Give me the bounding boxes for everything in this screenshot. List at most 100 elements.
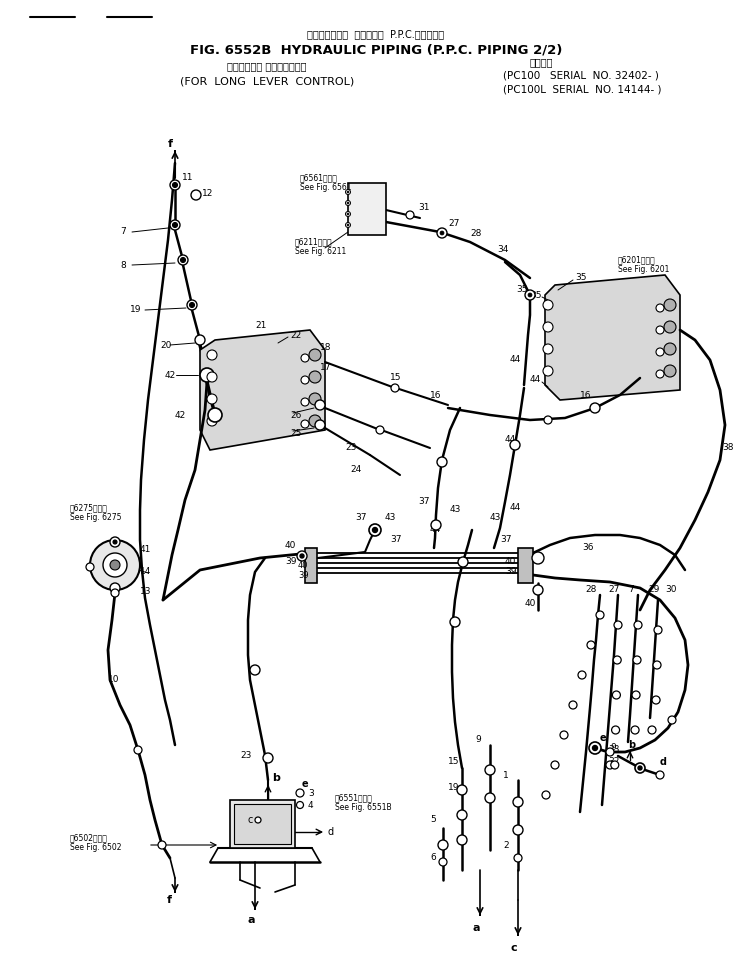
Circle shape — [578, 671, 586, 679]
Circle shape — [170, 180, 180, 190]
Text: (PC100L  SERIAL  NO. 14144- ): (PC100L SERIAL NO. 14144- ) — [503, 85, 661, 95]
Bar — [230, 800, 295, 848]
Text: 27: 27 — [608, 586, 620, 594]
Circle shape — [596, 611, 604, 619]
Circle shape — [457, 810, 467, 820]
Text: FIG. 6552B  HYDRAULIC PIPING (P.P.C. PIPING 2/2): FIG. 6552B HYDRAULIC PIPING (P.P.C. PIPI… — [190, 43, 562, 57]
Text: 23: 23 — [240, 751, 252, 759]
Text: 37: 37 — [500, 536, 511, 544]
Circle shape — [255, 817, 261, 823]
Circle shape — [200, 368, 214, 382]
Text: 21: 21 — [255, 320, 267, 329]
Circle shape — [614, 621, 622, 629]
Circle shape — [587, 641, 595, 649]
Circle shape — [510, 440, 520, 450]
Text: 16: 16 — [580, 392, 592, 400]
Circle shape — [207, 416, 217, 426]
Circle shape — [543, 322, 553, 332]
Text: (FOR  LONG  LEVER  CONTROL): (FOR LONG LEVER CONTROL) — [180, 76, 354, 86]
Circle shape — [632, 691, 640, 699]
Circle shape — [346, 201, 350, 206]
Text: ロングレバー コントロール用: ロングレバー コントロール用 — [227, 61, 306, 71]
Circle shape — [373, 528, 377, 533]
Circle shape — [514, 854, 522, 862]
Text: 第6551図参照: 第6551図参照 — [335, 793, 373, 803]
Text: 37: 37 — [418, 498, 429, 507]
Circle shape — [347, 191, 349, 193]
Text: 9: 9 — [610, 743, 616, 753]
Circle shape — [458, 557, 468, 567]
Text: 15: 15 — [390, 373, 401, 382]
Text: 42: 42 — [165, 371, 176, 379]
Circle shape — [590, 403, 600, 413]
Circle shape — [208, 408, 222, 422]
Circle shape — [309, 349, 321, 361]
Text: 29: 29 — [648, 586, 660, 594]
Text: 33: 33 — [608, 746, 620, 755]
Text: 19: 19 — [448, 784, 459, 792]
Circle shape — [309, 393, 321, 405]
Circle shape — [631, 726, 639, 734]
Text: b: b — [628, 740, 635, 750]
Text: 31: 31 — [418, 203, 429, 211]
Circle shape — [347, 224, 349, 226]
Text: 第6502図参照: 第6502図参照 — [70, 834, 108, 842]
Circle shape — [431, 520, 441, 530]
Text: 36: 36 — [582, 543, 593, 553]
Circle shape — [544, 416, 552, 424]
Circle shape — [612, 691, 620, 699]
Text: f: f — [167, 895, 172, 905]
Circle shape — [633, 656, 641, 664]
Circle shape — [656, 326, 664, 334]
Circle shape — [296, 789, 304, 797]
Circle shape — [543, 300, 553, 310]
Circle shape — [664, 321, 676, 333]
Text: 35: 35 — [575, 273, 587, 283]
Text: e: e — [302, 779, 309, 789]
Circle shape — [346, 223, 350, 228]
Circle shape — [110, 583, 120, 593]
Circle shape — [457, 785, 467, 795]
Circle shape — [656, 370, 664, 378]
Text: 39: 39 — [298, 570, 309, 580]
Text: 3: 3 — [308, 788, 314, 797]
Circle shape — [207, 394, 217, 404]
Circle shape — [346, 189, 350, 195]
Circle shape — [301, 354, 309, 362]
Circle shape — [485, 765, 495, 775]
Circle shape — [664, 365, 676, 377]
Circle shape — [309, 371, 321, 383]
Circle shape — [134, 746, 142, 754]
Text: 34: 34 — [497, 245, 508, 255]
Text: 41: 41 — [140, 545, 151, 555]
Circle shape — [376, 426, 384, 434]
Circle shape — [528, 293, 532, 297]
Circle shape — [369, 524, 381, 536]
Text: 28: 28 — [470, 229, 481, 237]
Text: d: d — [328, 827, 334, 837]
Text: 40: 40 — [285, 540, 297, 549]
Circle shape — [297, 802, 303, 809]
Circle shape — [315, 400, 325, 410]
Text: 44: 44 — [510, 504, 521, 512]
Text: 43: 43 — [385, 513, 396, 522]
Text: 第6211図参照: 第6211図参照 — [295, 237, 333, 246]
Circle shape — [315, 420, 325, 430]
Text: 43: 43 — [450, 506, 462, 514]
Text: See Fig. 6551B: See Fig. 6551B — [335, 804, 392, 813]
Text: 17: 17 — [320, 364, 331, 372]
Circle shape — [653, 661, 661, 669]
Circle shape — [664, 343, 676, 355]
Bar — [518, 548, 533, 583]
Circle shape — [178, 255, 188, 265]
Text: a: a — [248, 915, 255, 925]
Circle shape — [525, 290, 535, 300]
Circle shape — [113, 540, 117, 544]
Circle shape — [634, 621, 642, 629]
Circle shape — [297, 551, 307, 561]
Circle shape — [652, 696, 660, 704]
Circle shape — [513, 797, 523, 807]
Text: 42: 42 — [175, 410, 186, 420]
Circle shape — [263, 753, 273, 763]
Circle shape — [110, 537, 120, 547]
